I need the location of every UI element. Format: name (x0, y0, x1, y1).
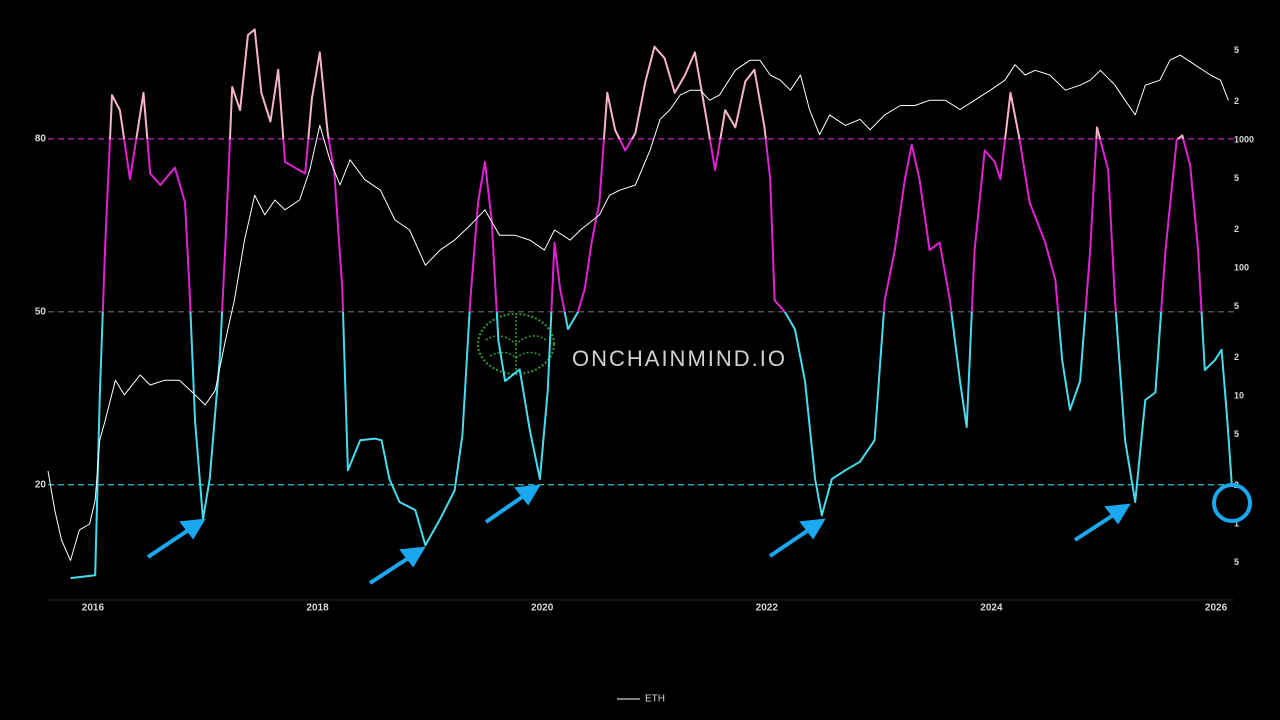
y2-tick-label: 5 (1234, 45, 1239, 55)
y2-tick-label: 1000 (1234, 134, 1254, 144)
x-tick-label: 2024 (980, 603, 1003, 614)
oscillator-line (70, 28, 1233, 580)
y2-tick-label: 5 (1234, 429, 1239, 439)
x-tick-label: 2026 (1205, 603, 1228, 614)
legend-label: ETH (645, 694, 665, 705)
y2-tick-label: 2 (1234, 96, 1239, 106)
price-line (47, 54, 1229, 561)
x-tick-label: 2016 (82, 603, 105, 614)
y2-tick-label: 10 (1234, 390, 1244, 400)
y2-tick-label: 5 (1234, 173, 1239, 183)
y-tick-label: 50 (35, 306, 47, 317)
annotations (146, 483, 1252, 585)
x-tick-label: 2020 (531, 603, 554, 614)
y2-tick-label: 100 (1234, 262, 1249, 272)
y2-tick-label: 2 (1234, 224, 1239, 234)
x-tick-label: 2022 (756, 603, 779, 614)
y-tick-label: 20 (35, 479, 47, 490)
y-tick-label: 80 (35, 134, 47, 145)
x-tick-label: 2018 (306, 603, 329, 614)
plot-area: 2016 2018 2020 2022 2024 2026 20 50 80 5 2 1000 5 2 10… (35, 28, 1254, 614)
legend: ETH (617, 694, 665, 705)
watermark: ONCHAINMIND.IO (572, 346, 787, 371)
y2-tick-label: 5 (1234, 301, 1239, 311)
brain-logo (477, 313, 555, 375)
y2-tick-label: 5 (1234, 557, 1239, 567)
y2-tick-label: 2 (1234, 352, 1239, 362)
y2-tick-label: 1 (1234, 518, 1239, 528)
